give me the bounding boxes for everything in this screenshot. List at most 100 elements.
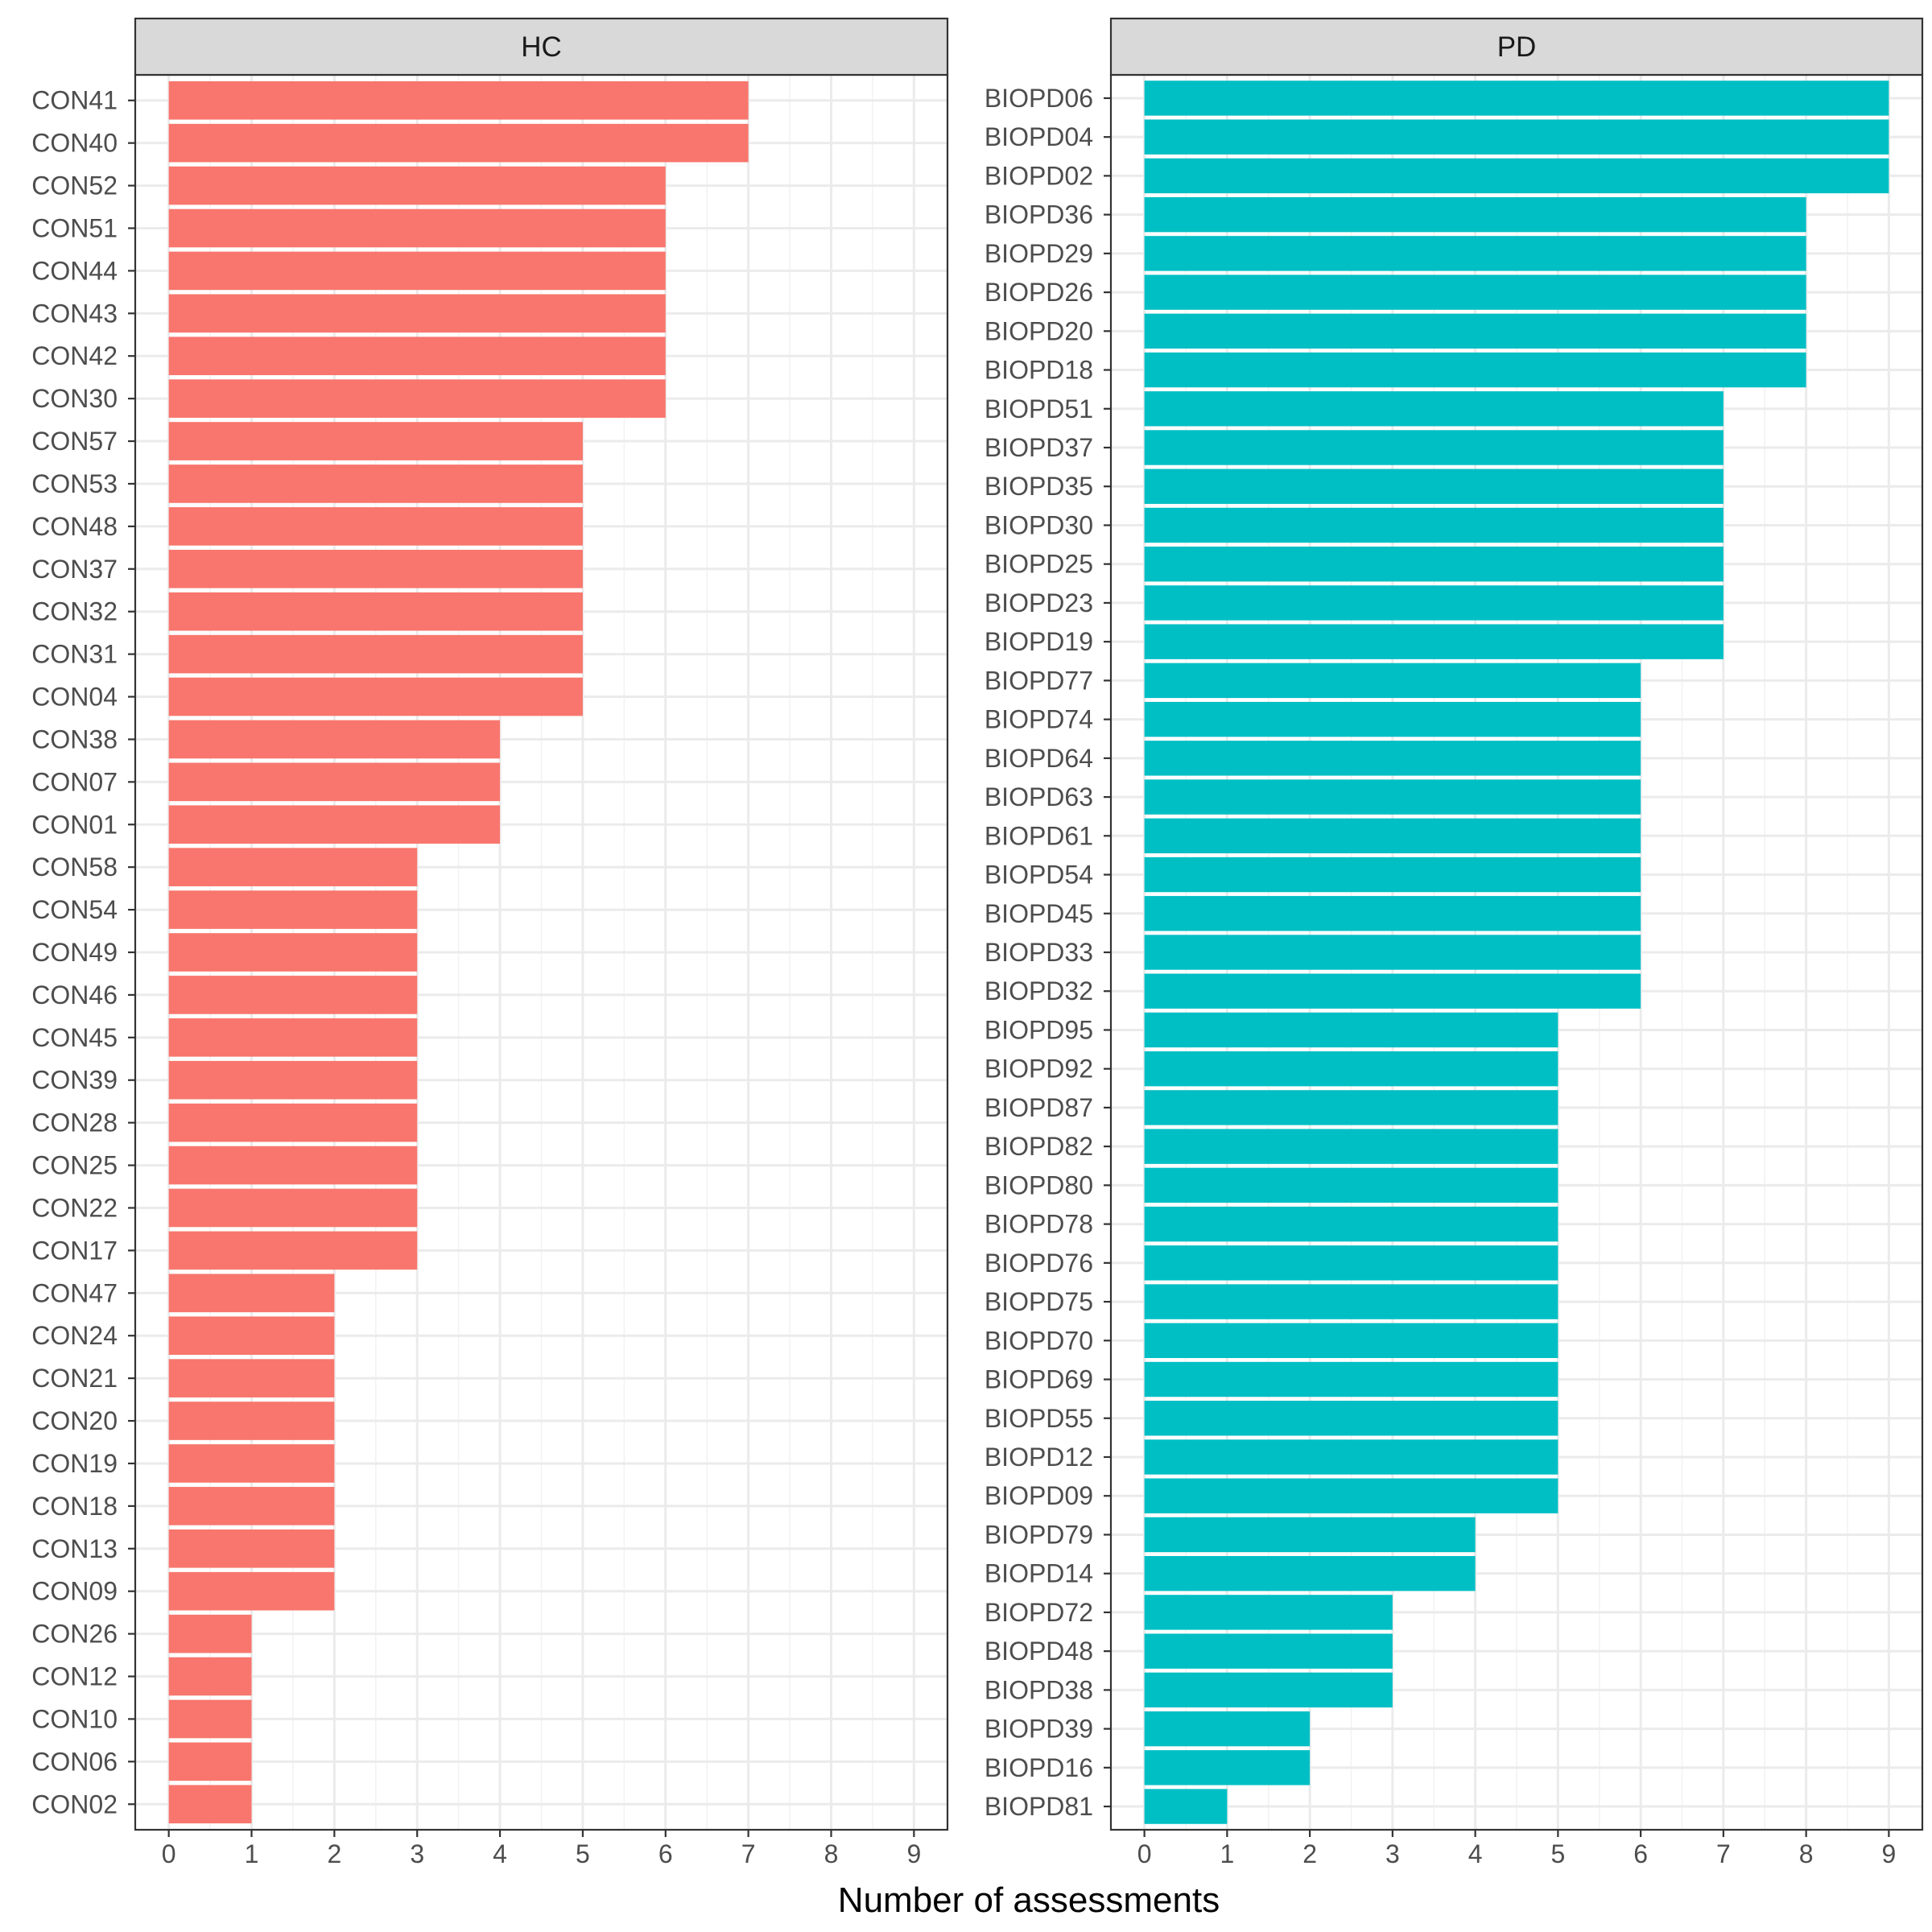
y-tick-label: CON17	[31, 1236, 118, 1265]
y-tick-label: BIOPD36	[985, 200, 1093, 229]
y-tick-label: CON07	[31, 767, 118, 796]
y-tick-label: BIOPD29	[985, 239, 1093, 268]
y-tick-label: CON19	[31, 1449, 118, 1478]
x-tick-label: 6	[658, 1839, 673, 1868]
y-tick-label: CON28	[31, 1108, 118, 1137]
facet-strip	[134, 17, 949, 76]
y-tick-label: BIOPD63	[985, 782, 1093, 811]
y-tick-label: CON31	[31, 640, 118, 669]
y-tick-label: BIOPD45	[985, 899, 1093, 928]
bar	[168, 592, 583, 631]
bar	[1144, 1167, 1558, 1203]
bar	[168, 1402, 335, 1440]
bar	[168, 762, 501, 802]
bar	[168, 422, 583, 460]
y-tick-label: CON38	[31, 724, 118, 753]
y-tick-label: BIOPD75	[985, 1287, 1093, 1316]
x-tick-label: 5	[1550, 1839, 1565, 1868]
bar	[1144, 158, 1889, 194]
x-tick-label: 8	[1799, 1839, 1814, 1868]
y-tick-label: BIOPD19	[985, 627, 1093, 656]
bar	[1144, 973, 1641, 1009]
y-tick-label: CON24	[31, 1321, 118, 1350]
bar	[1144, 779, 1641, 815]
y-tick-label: CON46	[31, 980, 118, 1009]
bar	[1144, 196, 1806, 233]
bar	[168, 80, 749, 120]
bar	[1144, 236, 1806, 271]
bar	[168, 677, 583, 716]
bar	[1144, 818, 1641, 854]
y-tick-label: CON54	[31, 895, 118, 924]
y-tick-label: BIOPD79	[985, 1520, 1093, 1549]
y-tick-label: CON58	[31, 852, 118, 881]
bar	[1144, 1672, 1393, 1708]
bar	[1144, 469, 1724, 504]
y-tick-label: BIOPD92	[985, 1055, 1093, 1084]
bar	[1144, 1323, 1558, 1359]
y-tick-label: BIOPD16	[985, 1753, 1093, 1782]
y-tick-label: BIOPD81	[985, 1792, 1093, 1821]
bar	[1144, 1789, 1228, 1824]
bar	[168, 1444, 335, 1483]
y-tick-label: CON49	[31, 938, 118, 967]
bar	[1144, 1595, 1393, 1630]
bar	[1144, 857, 1641, 893]
y-tick-label: CON37	[31, 555, 118, 584]
x-tick-label: 6	[1633, 1839, 1648, 1868]
y-tick-label: BIOPD82	[985, 1132, 1093, 1161]
bar	[1144, 896, 1641, 931]
bar	[1144, 663, 1641, 699]
y-tick-label: CON43	[31, 299, 118, 328]
bar	[168, 336, 666, 376]
y-tick-label: CON57	[31, 427, 118, 456]
y-tick-label: CON06	[31, 1747, 118, 1776]
y-tick-label: CON41	[31, 86, 118, 115]
bar	[1144, 935, 1641, 970]
y-tick-label: BIOPD55	[985, 1404, 1093, 1433]
bar	[168, 123, 749, 163]
bar	[1144, 507, 1724, 543]
bar	[1144, 1206, 1558, 1242]
y-tick-label: CON48	[31, 512, 118, 541]
x-axis-title: Number of assessments	[838, 1880, 1220, 1920]
bar	[168, 1274, 335, 1313]
bar	[1144, 1012, 1558, 1048]
y-tick-label: BIOPD04	[985, 122, 1093, 151]
y-tick-label: BIOPD64	[985, 744, 1093, 773]
bar	[1144, 313, 1806, 349]
y-tick-label: BIOPD80	[985, 1170, 1093, 1199]
bar	[168, 251, 666, 291]
x-tick-label: 7	[1716, 1839, 1731, 1868]
bar	[1144, 1478, 1558, 1513]
bar	[1144, 275, 1806, 310]
y-tick-label: BIOPD33	[985, 938, 1093, 967]
bar	[168, 1699, 252, 1739]
bar	[168, 549, 583, 588]
bar	[1144, 1517, 1476, 1553]
bar	[1144, 391, 1724, 427]
y-tick-label: CON20	[31, 1406, 118, 1435]
y-tick-label: BIOPD76	[985, 1249, 1093, 1278]
bar	[168, 976, 418, 1014]
bar	[1144, 119, 1889, 155]
y-tick-label: CON53	[31, 469, 118, 498]
bar	[168, 805, 501, 844]
bar	[168, 720, 501, 759]
bar	[168, 1785, 252, 1824]
bar	[168, 1614, 252, 1653]
x-tick-label: 0	[1137, 1839, 1152, 1868]
bar	[1144, 1633, 1393, 1669]
y-tick-label: BIOPD70	[985, 1326, 1093, 1355]
y-tick-label: BIOPD09	[985, 1481, 1093, 1510]
bar	[1144, 1051, 1558, 1087]
bar	[168, 1657, 252, 1696]
bar	[168, 1018, 418, 1057]
y-tick-label: CON22	[31, 1193, 118, 1222]
bar	[1144, 1555, 1476, 1591]
x-tick-label: 7	[741, 1839, 756, 1868]
x-tick-label: 4	[493, 1839, 507, 1868]
bar	[168, 1103, 418, 1142]
y-tick-label: BIOPD38	[985, 1675, 1093, 1704]
y-tick-label: CON52	[31, 171, 118, 200]
